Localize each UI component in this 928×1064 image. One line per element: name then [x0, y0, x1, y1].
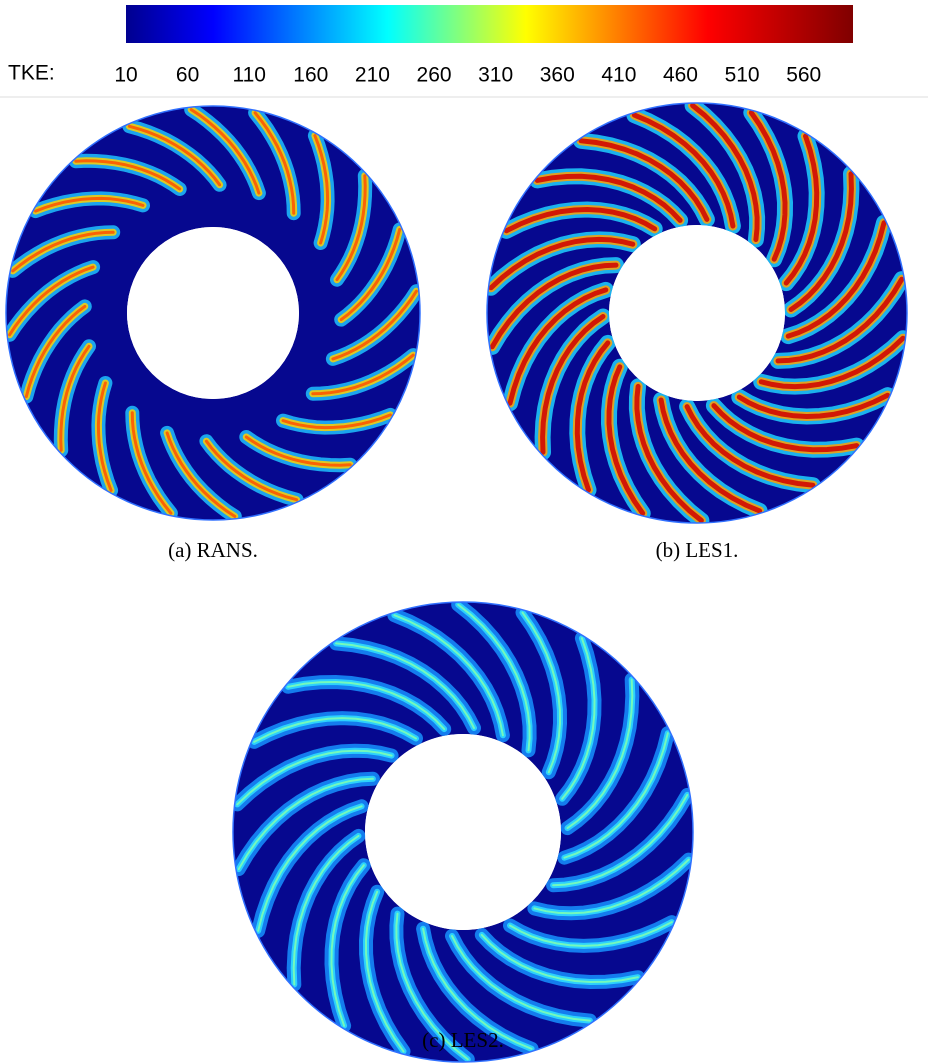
blade-wake — [237, 777, 374, 871]
rim — [486, 102, 908, 524]
blade-wake — [574, 340, 611, 493]
rim — [5, 105, 421, 521]
blade-wake — [34, 196, 145, 213]
annulus — [233, 602, 693, 1062]
blade-wake — [578, 138, 710, 222]
wheel — [487, 103, 907, 523]
blade-wake — [130, 411, 173, 515]
blade-wake — [788, 171, 854, 312]
blade-wake — [364, 890, 405, 1053]
wheel — [6, 106, 420, 520]
blade-wake — [253, 717, 417, 743]
blade-wake — [24, 304, 87, 399]
blade-wake — [684, 404, 816, 488]
blade-wake — [11, 230, 115, 273]
blade-wake — [634, 383, 704, 523]
blade-wake — [748, 110, 788, 262]
blade-wake — [422, 927, 533, 1050]
colorbar — [126, 5, 853, 43]
blade-wake — [204, 439, 299, 502]
blade-wake — [457, 603, 531, 752]
colorbar-tick-label: 110 — [232, 64, 265, 87]
blade-wake — [96, 381, 113, 492]
blade-wake — [311, 353, 415, 396]
rim — [232, 601, 694, 1063]
colorbar-tick-label: 560 — [786, 64, 821, 87]
blade-wake — [292, 834, 360, 986]
blade-wake — [631, 112, 736, 229]
blade-wake — [736, 392, 891, 420]
wheel — [233, 602, 693, 1062]
blade-wake — [236, 749, 393, 806]
blade-wake — [775, 276, 905, 364]
blade-wake — [281, 413, 392, 430]
blade-wake — [287, 680, 446, 731]
blade-wake — [253, 111, 296, 215]
contour-plots — [5, 102, 908, 1063]
caption: (b) LES1. — [656, 538, 739, 562]
blade-wake — [561, 637, 596, 800]
blade-wake — [566, 678, 634, 830]
caption: (a) RANS. — [168, 538, 258, 562]
blade-wake — [503, 206, 658, 234]
colorbar-tick-label: 260 — [417, 64, 452, 87]
blade-wake — [165, 431, 237, 518]
colorbar-tick-label: 60 — [176, 64, 199, 87]
blade-wake — [533, 858, 690, 915]
blade-wake — [74, 159, 182, 191]
colorbar-tick-label: 310 — [478, 64, 513, 87]
blade-wake — [540, 314, 606, 455]
blade-wake — [480, 933, 639, 984]
blade-wake — [393, 614, 504, 737]
blade-wake — [313, 134, 330, 245]
blade-wake — [335, 642, 475, 729]
blade-wake — [521, 611, 562, 774]
blade-wake — [552, 793, 689, 887]
colorbar-tick-label: 360 — [540, 64, 575, 87]
blade-wake — [395, 912, 469, 1061]
blade-wake — [331, 289, 418, 361]
colorbar-label: TKE: — [8, 62, 55, 85]
blade-wake — [509, 921, 673, 947]
annulus — [6, 106, 420, 520]
blade-wake — [690, 103, 760, 243]
blade-wake — [507, 287, 609, 406]
blade-wake — [488, 236, 636, 291]
blade-wake — [758, 335, 906, 390]
blade-wake — [785, 220, 887, 339]
blade-wake — [451, 935, 591, 1022]
colorbar-tick-label: 510 — [725, 64, 760, 87]
blade-wake — [339, 227, 402, 322]
blade-wake — [534, 173, 683, 223]
caption: (c) LES2. — [422, 1028, 504, 1052]
blade-wake — [335, 174, 367, 282]
blade-wake — [563, 732, 669, 859]
colorbar-tick-label: 410 — [601, 64, 636, 87]
blade-wake — [257, 805, 363, 932]
blade-wake — [783, 133, 820, 286]
colorbar-tick-label: 160 — [293, 64, 328, 87]
blade-wake — [127, 124, 222, 187]
blade-wake — [189, 108, 261, 195]
blade-wake — [658, 397, 763, 514]
colorbar-tick-label: 460 — [663, 64, 698, 87]
colorbar-tick-label: 210 — [355, 64, 390, 87]
blade-wake — [711, 403, 860, 453]
blade-wake — [330, 864, 365, 1027]
blade-wake — [489, 262, 619, 350]
blade-wake — [606, 364, 646, 516]
colorbar-tick-label: 10 — [114, 64, 137, 87]
blade-wake — [244, 435, 352, 467]
blade-wake — [59, 344, 91, 452]
blade-wake — [8, 265, 95, 337]
